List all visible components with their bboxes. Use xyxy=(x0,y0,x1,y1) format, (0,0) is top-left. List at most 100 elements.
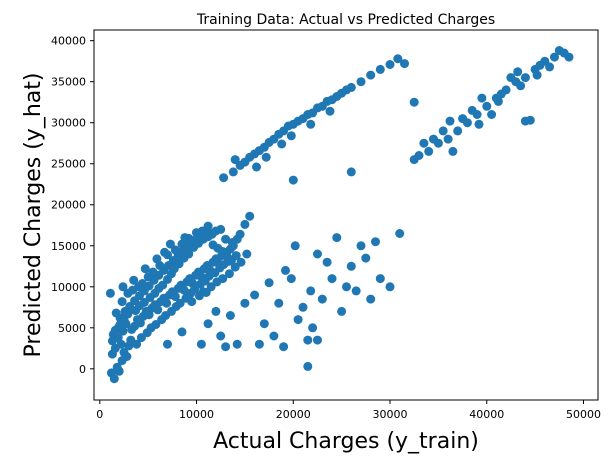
scatter-point xyxy=(361,253,371,263)
y-tick-label: 0 xyxy=(79,363,86,376)
scatter-point xyxy=(179,285,189,295)
scatter-point xyxy=(554,46,564,55)
scatter-point xyxy=(259,319,269,329)
scatter-point xyxy=(293,315,303,325)
x-tick-label: 50000 xyxy=(566,408,601,421)
scatter-point xyxy=(254,339,264,349)
scatter-point xyxy=(482,101,492,111)
scatter-point xyxy=(137,279,147,288)
y-tick-label: 30000 xyxy=(51,117,86,130)
scatter-point xyxy=(477,93,487,103)
scatter-point xyxy=(228,167,238,177)
scatter-point xyxy=(306,286,316,296)
scatter-point xyxy=(254,146,264,156)
scatter-point xyxy=(105,288,115,298)
scatter-point xyxy=(520,116,530,126)
scatter-point xyxy=(203,221,213,231)
scatter-point xyxy=(346,261,356,271)
scatter-point xyxy=(153,305,163,315)
x-axis-label: Actual Charges (y_train) xyxy=(213,429,479,454)
scatter-point xyxy=(192,228,201,238)
scatter-point xyxy=(269,331,279,341)
scatter-point xyxy=(346,167,356,177)
scatter-point xyxy=(375,64,385,74)
y-tick-label: 35000 xyxy=(51,76,86,89)
scatter-point xyxy=(496,89,506,99)
scatter-point xyxy=(221,234,231,244)
scatter-point xyxy=(327,274,337,284)
scatter-point xyxy=(187,297,197,307)
scatter-point xyxy=(513,67,523,77)
scatter-point xyxy=(201,288,211,297)
scatter-point xyxy=(118,282,128,292)
scatter-point xyxy=(230,155,240,165)
scatter-point xyxy=(240,219,250,229)
scatter-point xyxy=(453,126,463,136)
scatter-point xyxy=(245,152,255,162)
scatter-point xyxy=(123,288,133,298)
scatter-point xyxy=(216,331,226,341)
scatter-point xyxy=(113,333,123,343)
scatter-point xyxy=(393,54,403,64)
scatter-point xyxy=(274,129,284,139)
scatter-point xyxy=(162,298,172,308)
scatter-point xyxy=(429,134,438,144)
scatter-point xyxy=(545,62,555,72)
scatter-point xyxy=(342,282,351,292)
scatter-point xyxy=(140,264,150,274)
scatter-point xyxy=(298,302,308,312)
scatter-point xyxy=(203,319,213,329)
scatter-point xyxy=(342,85,351,95)
scatter-point xyxy=(474,119,484,129)
scatter-point xyxy=(203,232,213,242)
x-tick-label: 40000 xyxy=(469,408,504,421)
scatter-point xyxy=(332,233,342,243)
x-tick-label: 10000 xyxy=(179,408,214,421)
scatter-point xyxy=(375,274,385,284)
x-axis-ticks: 0 10000 20000 30000 40000 50000 xyxy=(96,400,601,421)
scatter-point xyxy=(356,241,366,251)
scatter-point xyxy=(180,233,190,243)
scatter-point xyxy=(400,59,409,69)
scatter-point xyxy=(160,247,170,257)
chart-title: Training Data: Actual vs Predicted Charg… xyxy=(196,12,495,28)
scatter-point xyxy=(532,70,542,80)
scatter-point xyxy=(225,311,235,320)
y-axis-ticks: 0 5000 10000 15000 20000 25000 30000 35000 40000 xyxy=(51,35,94,376)
scatter-point xyxy=(196,339,206,349)
scatter-point xyxy=(252,162,261,172)
scatter-point xyxy=(313,335,322,345)
scatter-point xyxy=(218,274,228,284)
y-tick-label: 40000 xyxy=(51,35,86,48)
scatter-point xyxy=(293,116,303,126)
scatter-point xyxy=(414,151,424,160)
scatter-point xyxy=(351,286,361,296)
scatter-point xyxy=(308,323,318,333)
scatter-point xyxy=(313,249,322,259)
scatter-point xyxy=(279,342,289,352)
scatter-points xyxy=(105,46,574,384)
scatter-point xyxy=(535,60,545,70)
scatter-point xyxy=(163,339,172,349)
scatter-point xyxy=(325,106,335,116)
y-tick-label: 5000 xyxy=(58,322,86,335)
scatter-point xyxy=(132,339,142,349)
scatter-point xyxy=(148,267,158,277)
scatter-point xyxy=(194,291,204,301)
scatter-point xyxy=(564,52,574,62)
scatter-point xyxy=(448,146,458,156)
scatter-point xyxy=(232,339,242,349)
scatter-point xyxy=(385,60,395,69)
scatter-point xyxy=(409,97,419,107)
scatter-point xyxy=(520,73,530,83)
scatter-point xyxy=(395,229,405,238)
scatter-point xyxy=(438,126,448,136)
scatter-point xyxy=(224,269,234,279)
scatter-point xyxy=(303,110,313,119)
x-tick-label: 0 xyxy=(96,408,103,421)
scatter-point xyxy=(129,275,139,285)
y-tick-label: 15000 xyxy=(51,240,86,253)
scatter-point xyxy=(221,342,231,352)
x-tick-label: 20000 xyxy=(276,408,311,421)
y-tick-label: 25000 xyxy=(51,158,86,171)
